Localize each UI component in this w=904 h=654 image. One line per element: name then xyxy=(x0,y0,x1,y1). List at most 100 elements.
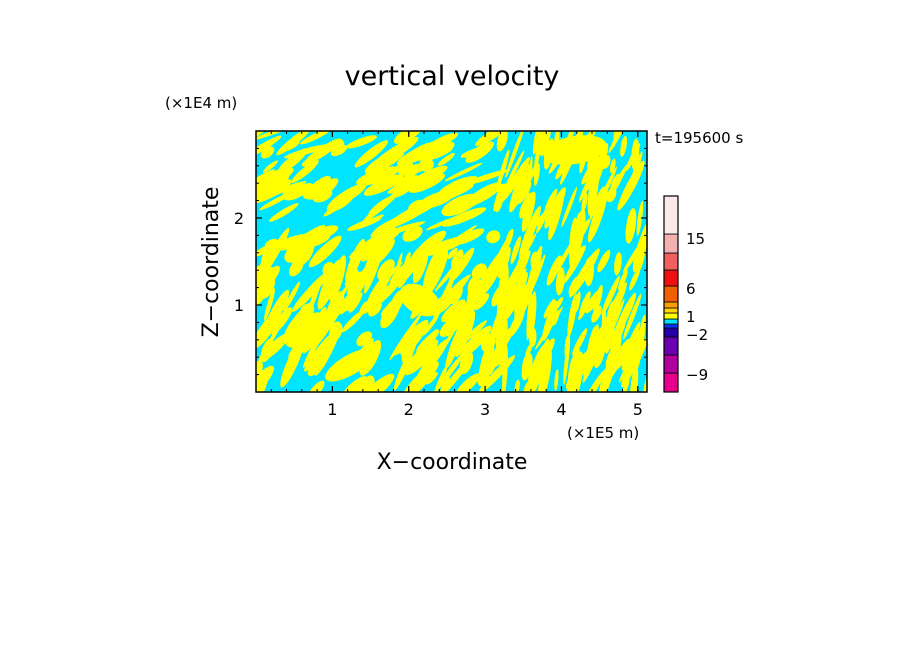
velocity-band xyxy=(300,131,332,145)
plot-frame xyxy=(255,130,648,393)
velocity-band xyxy=(537,370,545,392)
velocity-band xyxy=(544,188,558,213)
x-tick-label: 4 xyxy=(556,400,566,419)
velocity-band xyxy=(539,338,550,368)
velocity-band xyxy=(554,368,559,391)
velocity-band xyxy=(285,312,325,348)
velocity-band xyxy=(401,333,418,364)
colorbar-swatch xyxy=(663,372,679,393)
velocity-band xyxy=(608,131,627,154)
velocity-band xyxy=(319,284,331,305)
velocity-band xyxy=(515,161,539,207)
y-axis-label: Z−coordinate xyxy=(199,187,224,338)
velocity-band xyxy=(601,275,621,316)
x-tick-label: 2 xyxy=(404,400,414,419)
velocity-band xyxy=(388,180,415,192)
velocity-band xyxy=(623,293,642,340)
velocity-band xyxy=(340,376,368,392)
velocity-band xyxy=(398,163,429,176)
velocity-band xyxy=(505,131,525,178)
velocity-band xyxy=(437,152,455,167)
velocity-band xyxy=(445,318,467,369)
velocity-band xyxy=(301,156,317,167)
velocity-band xyxy=(442,207,487,227)
colorbar-swatch xyxy=(663,252,679,271)
velocity-band xyxy=(526,291,533,341)
colorbar-swatch xyxy=(663,285,679,303)
velocity-band xyxy=(578,221,584,244)
velocity-band xyxy=(436,357,472,392)
velocity-band xyxy=(264,238,278,248)
colorbar-frame xyxy=(663,195,679,393)
velocity-band xyxy=(578,164,598,203)
velocity-band xyxy=(502,150,525,196)
y-axis-ticks: 12 xyxy=(234,147,647,376)
velocity-band xyxy=(370,228,383,238)
velocity-band xyxy=(412,248,429,284)
velocity-band xyxy=(604,301,616,354)
velocity-band xyxy=(451,249,464,269)
velocity-band xyxy=(504,268,527,313)
colorbar-swatch xyxy=(663,269,679,287)
positive-velocity-bands xyxy=(256,131,647,392)
velocity-band xyxy=(473,293,490,311)
velocity-band xyxy=(536,213,544,227)
velocity-band xyxy=(591,305,602,323)
velocity-band xyxy=(585,289,602,314)
x-tick-label: 1 xyxy=(327,400,337,419)
velocity-band xyxy=(363,174,404,196)
velocity-band xyxy=(439,176,479,196)
velocity-band xyxy=(407,199,426,214)
velocity-band xyxy=(523,376,537,392)
velocity-band xyxy=(393,347,414,391)
colorbar-swatch xyxy=(663,307,679,314)
velocity-band xyxy=(415,230,447,258)
velocity-band xyxy=(360,238,385,262)
velocity-band xyxy=(521,353,533,381)
colorbar-swatch xyxy=(663,233,679,254)
velocity-band xyxy=(398,262,413,289)
velocity-band xyxy=(609,158,616,174)
velocity-band xyxy=(502,344,508,392)
velocity-band xyxy=(602,358,615,392)
velocity-band xyxy=(269,203,299,222)
velocity-band xyxy=(510,236,522,265)
velocity-band xyxy=(609,164,628,198)
velocity-band xyxy=(379,261,403,287)
velocity-band xyxy=(454,310,476,358)
velocity-band xyxy=(543,298,556,319)
y-tick-label: 1 xyxy=(234,296,244,315)
velocity-band xyxy=(486,230,501,244)
velocity-band xyxy=(526,245,543,297)
colorbar-swatch xyxy=(663,301,679,309)
colorbar-swatch xyxy=(663,312,679,320)
x-tick-label: 5 xyxy=(633,400,643,419)
velocity-band xyxy=(280,339,305,388)
colorbar-swatch xyxy=(663,327,679,338)
colorbar-label: −2 xyxy=(686,326,708,344)
velocity-band xyxy=(625,208,637,244)
y-tick-label: 2 xyxy=(234,209,244,228)
velocity-band xyxy=(441,299,466,323)
velocity-band xyxy=(378,221,426,237)
velocity-band xyxy=(597,250,611,273)
velocity-band xyxy=(264,289,290,333)
velocity-band xyxy=(529,327,537,347)
velocity-band xyxy=(359,301,368,314)
velocity-band xyxy=(341,309,365,333)
velocity-band xyxy=(284,237,316,263)
velocity-band xyxy=(581,193,588,213)
velocity-band xyxy=(568,217,578,269)
velocity-band xyxy=(514,268,527,324)
velocity-band xyxy=(361,373,395,392)
velocity-band xyxy=(419,190,454,209)
velocity-band xyxy=(279,183,309,193)
x-axis-label: X−coordinate xyxy=(377,450,528,475)
velocity-band xyxy=(345,238,366,283)
velocity-band xyxy=(344,269,359,286)
velocity-band xyxy=(561,186,578,228)
velocity-band xyxy=(472,257,504,302)
velocity-band xyxy=(533,131,544,178)
velocity-band xyxy=(335,299,352,315)
velocity-band xyxy=(256,169,275,189)
